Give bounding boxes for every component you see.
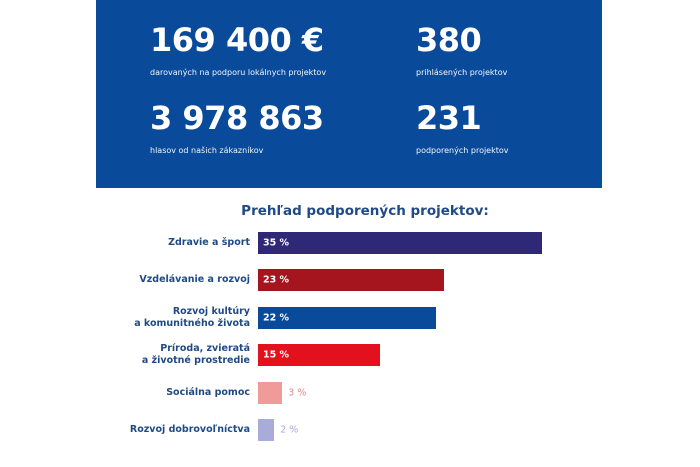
chart-row: Príroda, zvieratá a životné prostredie 15 …	[0, 340, 700, 370]
stat-value: 380	[416, 21, 482, 59]
value-label: 2 %	[280, 424, 299, 436]
stat-votes: 3 978 863 hlasov od našich zákazníkov	[150, 100, 324, 155]
stat-submitted: 380 prihlásených projektov	[416, 22, 507, 77]
value-label: 15 %	[263, 349, 290, 361]
category-label: Sociálna pomoc	[166, 386, 250, 398]
value-label: 3 %	[288, 387, 307, 399]
bar	[258, 306, 437, 329]
category-label: Vzdelávanie a rozvoj	[139, 274, 250, 286]
stat-value: 231	[416, 99, 482, 137]
category-label: Rozvoj kultúry a komunitného života	[134, 305, 250, 329]
stat-label: hlasov od našich zákazníkov	[150, 146, 264, 155]
chart-row: Vzdelávanie a rozvoj 23 %	[0, 265, 700, 295]
category-label: Príroda, zvieratá a životné prostredie	[141, 343, 250, 367]
value-label: 35 %	[263, 237, 290, 249]
stat-label: prihlásených projektov	[416, 68, 508, 77]
stat-donated: 169 400 € darovaných na podporu lokálnyc…	[150, 22, 326, 77]
stat-supported: 231 podporených projektov	[416, 100, 509, 155]
stat-value: 3 978 863	[150, 99, 324, 137]
stat-label: darovaných na podporu lokálnych projekto…	[150, 68, 327, 77]
bar	[258, 232, 542, 254]
stat-label: podporených projektov	[416, 146, 509, 155]
bar	[258, 344, 380, 367]
stat-value: 169 400 €	[150, 21, 324, 59]
value-label: 22 %	[263, 312, 290, 324]
category-label: Zdravie a šport	[168, 237, 250, 248]
chart-row: Zdravie a šport 35 %	[0, 228, 700, 258]
stats-panel: 169 400 € darovaných na podporu lokálnyc…	[96, 0, 602, 188]
category-label: Rozvoj dobrovoľníctva	[129, 424, 250, 435]
chart-row: Rozvoj dobrovoľníctva 2 %	[0, 415, 700, 445]
chart-row: Rozvoj kultúry a komunitného života 22 %	[0, 303, 700, 333]
chart-row: Sociálna pomoc 3 %	[0, 378, 700, 408]
bar	[258, 419, 275, 441]
bar	[258, 381, 283, 404]
chart-title: Prehľad podporených projektov:	[241, 203, 489, 219]
bar	[258, 269, 445, 292]
value-label: 23 %	[263, 274, 290, 286]
